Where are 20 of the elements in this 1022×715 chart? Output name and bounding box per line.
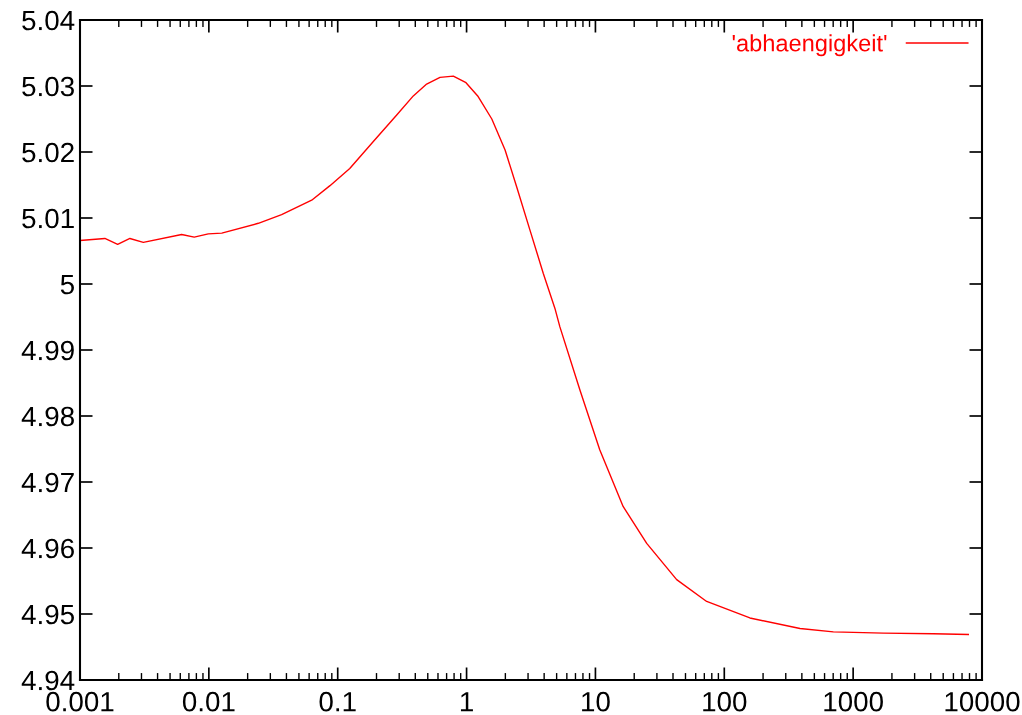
y-tick-label: 5.04 [22, 10, 75, 31]
y-tick-label: 5.03 [22, 76, 74, 97]
x-tick-label: 0.001 [46, 691, 114, 712]
y-tick-label: 5.01 [22, 208, 74, 229]
x-tick-label: 0.1 [319, 691, 356, 712]
y-tick-label: 4.96 [21, 538, 74, 559]
y-tick-label: 5 [60, 274, 74, 295]
y-tick-label: 4.99 [21, 340, 74, 361]
x-tick-label: 10 [582, 691, 610, 712]
x-tick-label: 1000 [824, 691, 883, 712]
y-tick-label: 4.98 [21, 406, 74, 427]
legend-label: 'abhaengigkeit' [732, 34, 887, 57]
x-tick-label: 0.01 [182, 691, 235, 712]
y-tick-label: 4.97 [21, 472, 74, 493]
x-tick-label: 10000 [945, 691, 1020, 712]
y-tick-label: 5.02 [22, 142, 74, 163]
y-tick-label: 4.95 [21, 604, 74, 625]
x-tick-label: 1 [460, 692, 473, 712]
y-tick-label: 4.94 [21, 670, 75, 691]
x-tick-label: 100 [703, 691, 747, 712]
